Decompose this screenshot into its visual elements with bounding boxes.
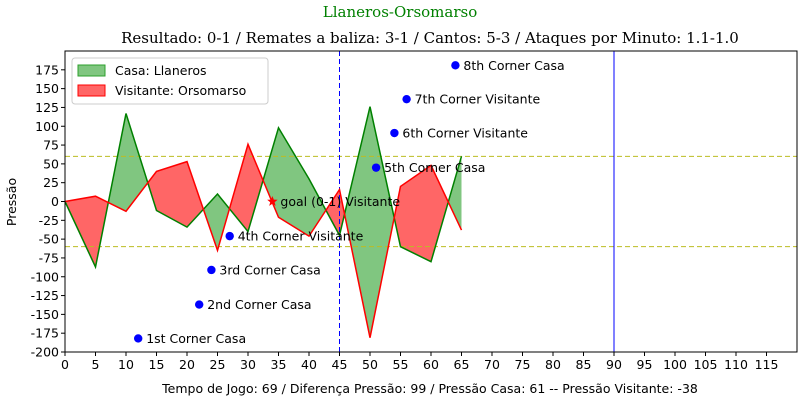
y-axis: -200 -175 -150 -125 -100 -75 -50 -25 0 25 50 75 100 1…	[31, 62, 65, 360]
x-tick-label: 65	[454, 357, 470, 372]
event-label: 5th Corner Casa	[384, 160, 485, 175]
y-tick-label: 0	[51, 194, 59, 209]
x-tick-label: 30	[240, 357, 256, 372]
home-fill-segment	[203, 194, 218, 251]
legend-label: Visitante: Orsomarso	[115, 83, 246, 98]
chart-title: Resultado: 0-1 / Remates a baliza: 3-1 /…	[121, 29, 739, 47]
x-tick-label: 20	[179, 357, 195, 372]
x-tick-label: 115	[755, 357, 779, 372]
y-tick-label: -100	[31, 269, 59, 284]
chart-suptitle: Llaneros-Orsomarso	[323, 3, 477, 21]
legend-swatch	[77, 84, 106, 97]
event-label: 4th Corner Visitante	[238, 229, 364, 244]
away-fill-segment	[147, 171, 157, 211]
x-tick-label: 110	[724, 357, 748, 372]
corner-marker	[207, 265, 216, 275]
home-fill-segment	[217, 194, 230, 251]
x-axis-label: Tempo de Jogo: 69 / Diferença Pressão: 9…	[161, 381, 698, 396]
x-tick-label: 75	[515, 357, 531, 372]
x-tick-label: 40	[301, 357, 317, 372]
x-tick-label: 85	[576, 357, 592, 372]
x-tick-label: 10	[118, 357, 134, 372]
x-tick-label: 15	[149, 357, 165, 372]
away-fill-segment	[431, 165, 449, 262]
away-fill-segment	[400, 165, 431, 262]
x-tick-label: 100	[663, 357, 687, 372]
y-axis-label: Pressão	[4, 178, 19, 226]
corner-marker	[390, 128, 399, 138]
home-fill-segment	[126, 113, 148, 212]
away-pressure-line	[64, 142, 463, 338]
home-fill-segment	[278, 127, 309, 237]
y-tick-label: 150	[35, 81, 59, 96]
x-tick-label: 5	[92, 357, 100, 372]
corner-marker	[371, 163, 381, 172]
chart-legend: Casa: Llaneros Visitante: Orsomarso	[71, 57, 269, 105]
legend-label: Casa: Llaneros	[115, 63, 206, 78]
y-tick-label: 50	[43, 156, 59, 171]
x-tick-label: 50	[362, 357, 378, 372]
x-tick-label: 55	[393, 357, 409, 372]
home-fill-segment	[309, 178, 326, 237]
away-fill-segment	[156, 161, 187, 228]
home-fill-segment	[370, 106, 395, 338]
x-tick-label: 80	[545, 357, 561, 372]
y-tick-label: -50	[39, 232, 59, 247]
home-fill-segment	[344, 106, 370, 338]
goal-star-marker	[267, 196, 278, 206]
y-tick-label: -175	[31, 326, 59, 341]
event-label: 6th Corner Visitante	[402, 126, 528, 141]
away-fill-segment	[325, 189, 340, 236]
corner-marker	[451, 61, 460, 70]
legend-box	[71, 57, 269, 105]
event-label: 2nd Corner Casa	[207, 297, 311, 312]
pressure-fill-areas	[65, 106, 462, 338]
event-label: 1st Corner Casa	[146, 331, 246, 346]
home-fill-segment	[263, 127, 279, 218]
y-tick-label: -200	[31, 345, 59, 360]
y-tick-label: 125	[35, 100, 59, 115]
x-tick-label: 70	[484, 357, 500, 372]
x-tick-label: 105	[694, 357, 718, 372]
x-tick-label: 95	[637, 357, 653, 372]
legend-swatch	[77, 64, 106, 77]
y-tick-label: 75	[43, 138, 59, 153]
event-label: 3rd Corner Casa	[219, 262, 320, 277]
away-fill-segment	[339, 189, 345, 236]
away-fill-segment	[394, 186, 401, 247]
corner-marker	[134, 334, 143, 343]
away-fill-segment	[248, 144, 264, 232]
y-tick-label: 100	[35, 119, 59, 134]
x-tick-label: 25	[210, 357, 226, 372]
event-label: 8th Corner Casa	[463, 58, 564, 73]
corner-marker	[225, 231, 234, 241]
event-label: goal (0-1) Visitante	[280, 194, 400, 209]
x-tick-label: 45	[332, 357, 348, 372]
away-fill-segment	[229, 144, 248, 232]
reference-lines	[65, 51, 797, 352]
y-tick-label: -25	[39, 213, 59, 228]
home-fill-segment	[448, 156, 462, 231]
x-axis: 0 5 10 15 20 25 30 35 40 45 50 55 60 65 70 75 80 85 90 95 10…	[61, 352, 778, 372]
corner-marker	[195, 300, 204, 309]
x-tick-label: 60	[423, 357, 439, 372]
x-tick-label: 0	[61, 357, 69, 372]
y-tick-label: -125	[31, 288, 59, 303]
y-tick-label: -75	[39, 250, 59, 265]
away-fill-segment	[187, 161, 204, 228]
y-tick-label: -150	[31, 307, 59, 322]
y-tick-label: 175	[35, 62, 59, 77]
pressure-lines	[64, 106, 463, 338]
event-markers: 1st Corner Casa 2nd Corner Casa 3rd Corner…	[134, 58, 565, 346]
y-tick-label: 25	[43, 175, 59, 190]
x-tick-label: 90	[606, 357, 622, 372]
event-label: 7th Corner Visitante	[415, 92, 541, 107]
corner-marker	[402, 94, 411, 104]
x-tick-label: 35	[271, 357, 287, 372]
